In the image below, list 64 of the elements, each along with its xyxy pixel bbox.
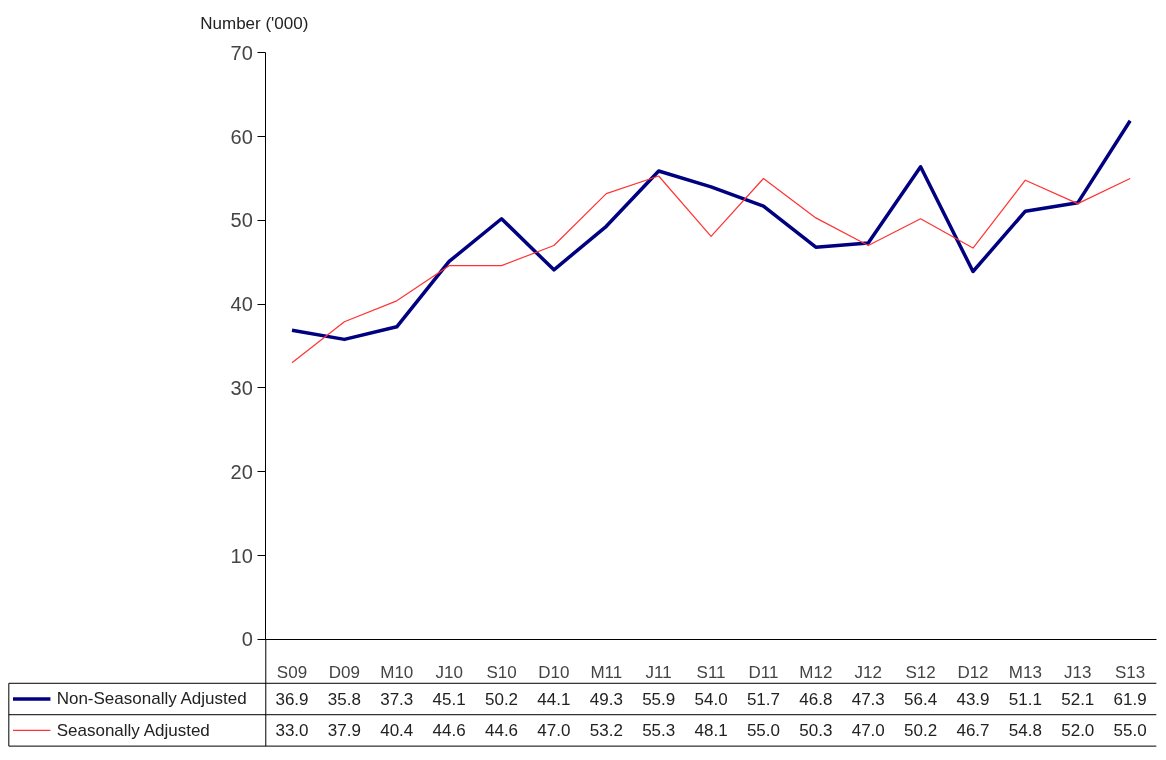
x-tick-label: J10 xyxy=(435,663,463,683)
data-label: 43.9 xyxy=(956,690,990,709)
x-tick-label: S09 xyxy=(276,663,308,683)
data-label: 51.7 xyxy=(746,690,780,709)
y-tick-label: 40 xyxy=(230,293,253,316)
data-label: 37.3 xyxy=(380,690,414,709)
data-label: 44.1 xyxy=(537,690,571,709)
x-tick-label: S12 xyxy=(905,663,936,683)
data-label: 33.0 xyxy=(275,721,309,741)
data-label: 61.9 xyxy=(1113,690,1147,709)
line-series xyxy=(291,175,1131,364)
x-tick-label: M13 xyxy=(1008,663,1042,683)
x-tick-label: J13 xyxy=(1064,663,1092,683)
line-series xyxy=(290,118,1132,342)
data-label: 47.3 xyxy=(851,690,885,709)
x-tick-label: D11 xyxy=(748,663,779,683)
x-tick-label: S10 xyxy=(486,663,517,683)
x-tick-label: D10 xyxy=(538,663,570,683)
data-label: 46.8 xyxy=(799,690,833,709)
data-label: 50.2 xyxy=(904,721,938,741)
x-tick-label: S13 xyxy=(1115,663,1146,683)
y-tick-label: 50 xyxy=(230,209,253,232)
data-label: 47.0 xyxy=(851,721,885,741)
data-label: 44.6 xyxy=(432,721,466,741)
legend-label: Seasonally Adjusted xyxy=(56,720,210,740)
data-label: 56.4 xyxy=(904,690,938,709)
data-label: 40.4 xyxy=(380,721,414,741)
data-label: 36.9 xyxy=(275,690,309,709)
data-label: 54.8 xyxy=(1008,721,1042,741)
data-label: 35.8 xyxy=(327,690,361,709)
x-tick-label: D12 xyxy=(957,663,989,683)
data-label: 55.9 xyxy=(642,690,676,709)
y-tick-label: 0 xyxy=(241,628,253,651)
data-label: 45.1 xyxy=(432,690,466,709)
y-tick-label: 20 xyxy=(230,460,253,483)
data-label: 55.0 xyxy=(746,721,780,741)
x-tick-label: D09 xyxy=(328,663,360,683)
data-label: 55.0 xyxy=(1113,721,1147,741)
data-label: 37.9 xyxy=(327,721,361,741)
y-tick-label: 60 xyxy=(230,125,253,148)
x-tick-label: S11 xyxy=(696,663,726,683)
x-tick-label: M11 xyxy=(590,663,623,683)
data-label: 46.7 xyxy=(956,721,990,741)
data-label: 52.1 xyxy=(1061,690,1095,709)
y-tick-label: 70 xyxy=(230,41,253,64)
y-tick-label: 10 xyxy=(230,544,253,567)
data-label: 48.1 xyxy=(694,721,728,741)
x-tick-label: M10 xyxy=(380,663,414,683)
x-tick-label: M12 xyxy=(799,663,833,683)
x-tick-label: J11 xyxy=(645,663,672,683)
y-tick-label: 30 xyxy=(230,376,253,399)
data-label: 50.3 xyxy=(799,721,833,741)
data-label: 49.3 xyxy=(589,690,623,709)
y-axis-title: Number ('000) xyxy=(200,14,309,34)
data-label: 50.2 xyxy=(484,690,519,709)
legend-label: Non-Seasonally Adjusted xyxy=(56,689,247,709)
data-label: 47.0 xyxy=(537,721,571,741)
data-label: 51.1 xyxy=(1008,690,1042,709)
data-label: 52.0 xyxy=(1061,721,1095,741)
data-label: 53.2 xyxy=(589,721,623,741)
data-label: 55.3 xyxy=(642,721,676,741)
data-label: 44.6 xyxy=(484,721,519,741)
data-label: 54.0 xyxy=(694,690,728,709)
x-tick-label: J12 xyxy=(854,663,882,683)
